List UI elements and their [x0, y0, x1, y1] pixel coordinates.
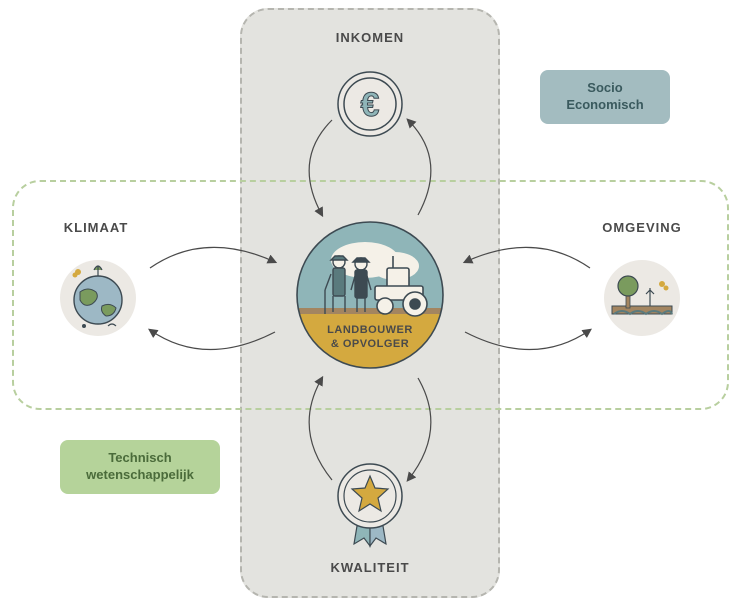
arrows-layer — [0, 0, 741, 605]
